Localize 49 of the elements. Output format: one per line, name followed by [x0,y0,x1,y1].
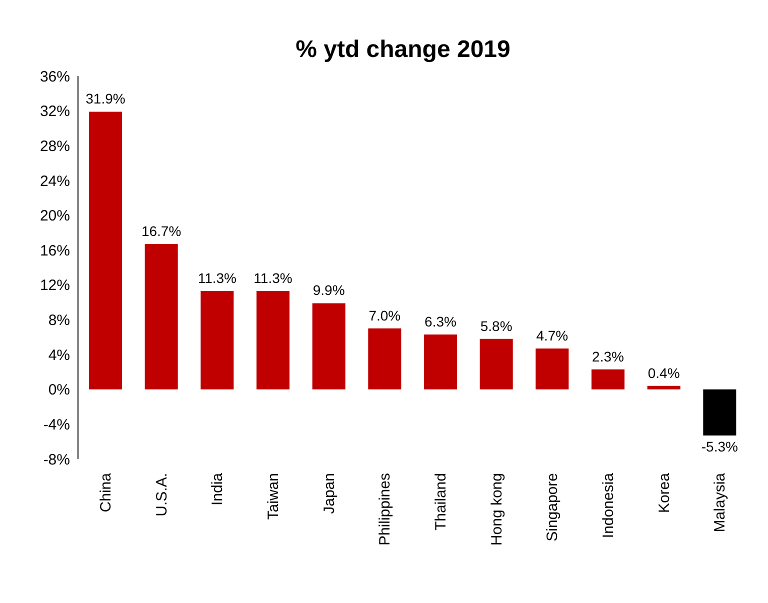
x-tick-label: Singapore [544,473,562,542]
y-tick-label: 36% [40,68,70,86]
bar [480,338,513,390]
x-tick-label: Thailand [432,473,450,531]
x-tick-label: U.S.A. [153,473,170,516]
x-tick-label: Philippines [376,473,394,546]
bar [424,334,457,390]
y-tick-label: 12% [40,277,70,294]
bar [312,303,346,390]
data-label: 11.3% [198,270,237,286]
data-label: 16.7% [141,223,182,239]
x-tick-label: Indonesia [600,472,617,538]
bar [536,348,569,390]
data-label: 4.7% [536,327,568,344]
y-tick-label: -4% [43,416,70,434]
bar [647,386,680,390]
data-label: 7.0% [368,307,401,324]
y-tick-label: 16% [40,242,70,260]
bar [256,291,290,390]
x-tick-label: Taiwan [264,473,282,520]
data-label: 9.9% [312,282,345,298]
data-label: 2.3% [592,348,624,364]
bar [368,328,402,390]
data-label: 31.9% [86,90,126,107]
y-tick-label: 4% [48,346,70,364]
x-tick-label: Japan [320,473,338,514]
bar [144,244,178,390]
x-tick-label: Hong kong [488,473,506,546]
data-label: -5.3% [701,438,738,454]
x-tick-label: India [209,472,226,506]
x-tick-label: China [97,472,114,512]
y-tick-label: 32% [40,103,70,120]
y-tick-label: 24% [40,172,70,190]
chart-title: % ytd change 2019 [294,36,512,64]
y-tick-label: 28% [40,138,70,155]
y-tick-label: 0% [48,382,70,399]
bar [89,112,122,390]
bar [200,291,234,390]
data-label: 5.8% [480,318,512,334]
y-tick-label: -8% [43,451,70,468]
data-label: 6.3% [424,314,456,330]
x-tick-label: Malaysia [712,472,729,532]
y-tick-label: 20% [40,208,70,225]
data-label: 11.3% [254,270,292,286]
y-tick-label: 8% [48,312,70,330]
bar [703,389,736,436]
bar [592,369,624,390]
x-tick-label: Korea [656,472,673,514]
data-label: 0.4% [648,364,680,381]
